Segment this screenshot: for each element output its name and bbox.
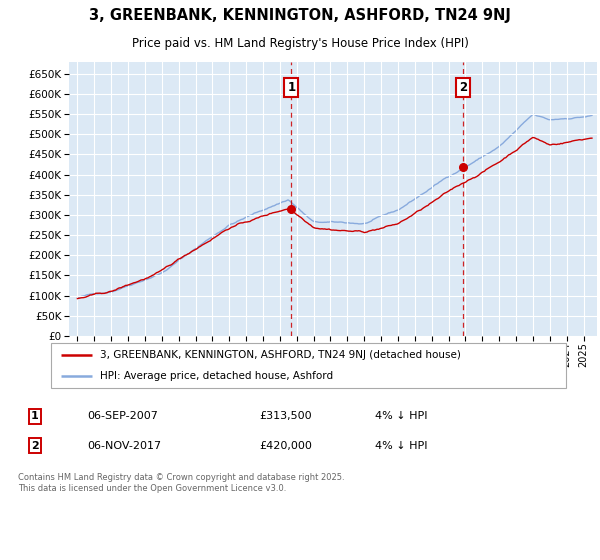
- Text: 06-SEP-2007: 06-SEP-2007: [87, 412, 158, 421]
- Text: 4% ↓ HPI: 4% ↓ HPI: [375, 441, 427, 451]
- Text: 3, GREENBANK, KENNINGTON, ASHFORD, TN24 9NJ (detached house): 3, GREENBANK, KENNINGTON, ASHFORD, TN24 …: [100, 351, 461, 361]
- Text: 2: 2: [459, 81, 467, 94]
- Text: 3, GREENBANK, KENNINGTON, ASHFORD, TN24 9NJ: 3, GREENBANK, KENNINGTON, ASHFORD, TN24 …: [89, 8, 511, 23]
- Text: 1: 1: [287, 81, 295, 94]
- Text: HPI: Average price, detached house, Ashford: HPI: Average price, detached house, Ashf…: [100, 371, 334, 381]
- Text: 4% ↓ HPI: 4% ↓ HPI: [375, 412, 427, 421]
- FancyBboxPatch shape: [50, 343, 566, 388]
- Text: Price paid vs. HM Land Registry's House Price Index (HPI): Price paid vs. HM Land Registry's House …: [131, 37, 469, 50]
- Text: £420,000: £420,000: [260, 441, 313, 451]
- Text: 06-NOV-2017: 06-NOV-2017: [87, 441, 161, 451]
- Text: 1: 1: [31, 412, 39, 421]
- Text: 2: 2: [31, 441, 39, 451]
- Text: Contains HM Land Registry data © Crown copyright and database right 2025.
This d: Contains HM Land Registry data © Crown c…: [18, 473, 344, 493]
- Text: £313,500: £313,500: [260, 412, 313, 421]
